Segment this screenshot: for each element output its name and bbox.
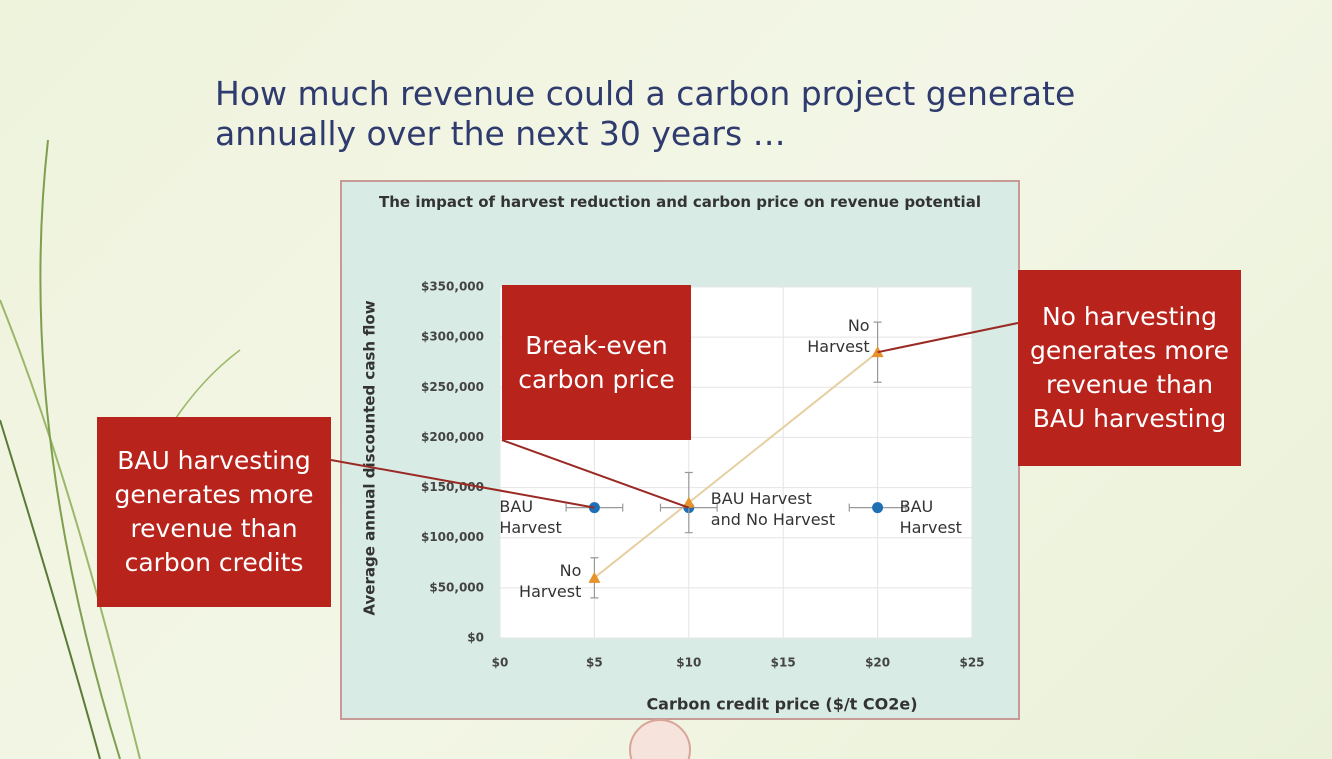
- callout-box: No harvesting generates more revenue tha…: [1018, 270, 1241, 466]
- marker: [682, 496, 695, 508]
- x-tick-label: $25: [959, 656, 984, 670]
- x-tick-label: $15: [771, 656, 796, 670]
- x-tick-label: $20: [865, 656, 890, 670]
- point-label: BAU Harvest: [899, 496, 962, 537]
- y-tick-label: $250,000: [421, 380, 484, 394]
- slide-title: How much revenue could a carbon project …: [215, 74, 1076, 153]
- x-tick-label: $5: [586, 656, 603, 670]
- y-tick-label: $150,000: [421, 480, 484, 494]
- leader-line: [501, 439, 690, 509]
- point-label: No Harvest: [519, 560, 582, 601]
- y-tick-label: $100,000: [421, 530, 484, 544]
- slide-number-badge: [629, 719, 691, 759]
- point-label: BAU Harvest: [499, 496, 562, 537]
- x-tick-label: $10: [676, 656, 701, 670]
- marker: [588, 571, 601, 583]
- leader-line: [330, 459, 595, 509]
- callout-box: Break-even carbon price: [502, 285, 691, 440]
- point-label: BAU Harvest and No Harvest: [710, 488, 836, 529]
- decor: [0, 419, 101, 759]
- y-axis-label: Average annual discounted cash flow: [361, 300, 379, 615]
- decor: [39, 139, 121, 759]
- decor: [0, 299, 141, 759]
- point-label: No Harvest: [807, 316, 870, 357]
- y-tick-label: $0: [467, 631, 484, 645]
- chart-title: The impact of harvest reduction and carb…: [379, 193, 981, 211]
- y-tick-label: $350,000: [421, 280, 484, 294]
- x-tick-label: $0: [492, 656, 509, 670]
- y-tick-label: $200,000: [421, 430, 484, 444]
- x-axis-label: Carbon credit price ($/t CO2e): [646, 695, 917, 714]
- callout-box: BAU harvesting generates more revenue th…: [97, 417, 331, 607]
- y-tick-label: $50,000: [429, 580, 484, 594]
- leader-line: [877, 322, 1019, 354]
- y-tick-label: $300,000: [421, 330, 484, 344]
- marker: [872, 502, 884, 514]
